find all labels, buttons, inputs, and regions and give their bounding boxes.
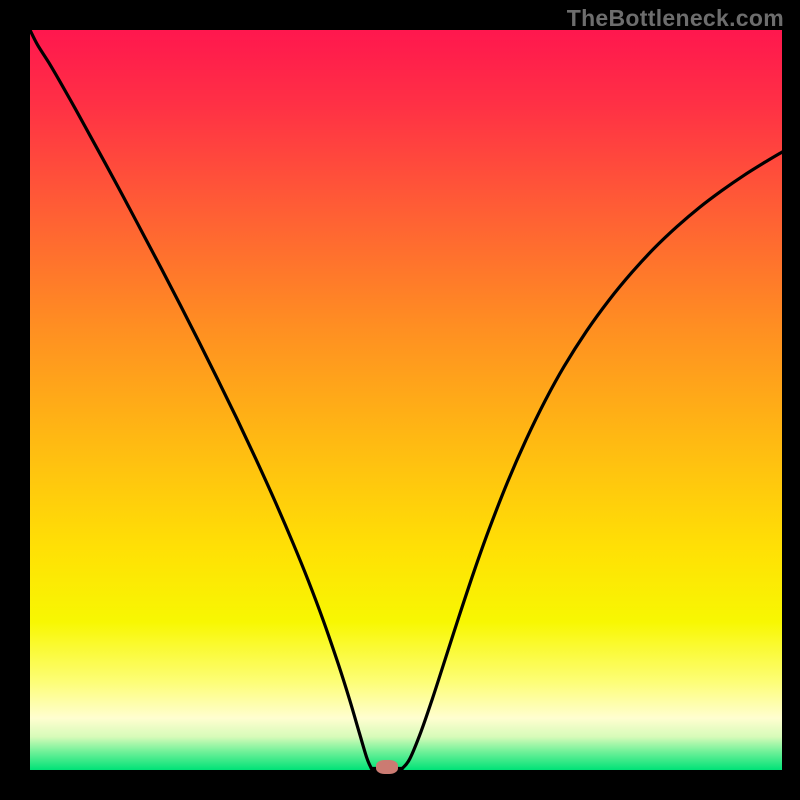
chart-container: TheBottleneck.com [0, 0, 800, 800]
bottleneck-curve [0, 0, 800, 800]
minimum-marker [376, 760, 398, 774]
